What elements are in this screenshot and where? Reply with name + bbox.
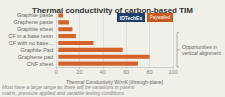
svg-text:matrix, pressure applied and v: matrix, pressure applied and variable te… — [2, 90, 125, 96]
svg-text:Graphite Pad: Graphite Pad — [21, 47, 53, 53]
svg-text:Graphene paste: Graphene paste — [14, 19, 53, 25]
svg-text:40: 40 — [100, 69, 106, 75]
svg-text:CF in a base resin: CF in a base resin — [8, 33, 53, 39]
svg-text:CF with no base...: CF with no base... — [9, 40, 54, 46]
svg-text:60: 60 — [123, 69, 129, 75]
svg-text:vertical alignment: vertical alignment — [182, 50, 222, 56]
svg-text:100: 100 — [168, 69, 177, 75]
svg-text:0: 0 — [54, 69, 57, 75]
svg-text:Graphite sheet: Graphite sheet — [17, 26, 54, 32]
svg-text:20: 20 — [76, 69, 82, 75]
svg-text:Paywalled: Paywalled — [150, 15, 171, 20]
svg-text:Thermal Conductivity W/mK [thr: Thermal Conductivity W/mK [through-plane… — [66, 79, 164, 85]
svg-text:CNF sheet: CNF sheet — [27, 61, 54, 67]
svg-text:Graphene pad: Graphene pad — [18, 54, 53, 60]
svg-text:80: 80 — [147, 69, 153, 75]
svg-text:Opportunities in: Opportunities in — [182, 43, 217, 50]
svg-text:Thermal conductivity of carbon: Thermal conductivity of carbon-based TIM — [32, 5, 193, 15]
svg-text:IDTechEx: IDTechEx — [120, 15, 143, 21]
svg-text:Graphite paste: Graphite paste — [16, 12, 53, 19]
